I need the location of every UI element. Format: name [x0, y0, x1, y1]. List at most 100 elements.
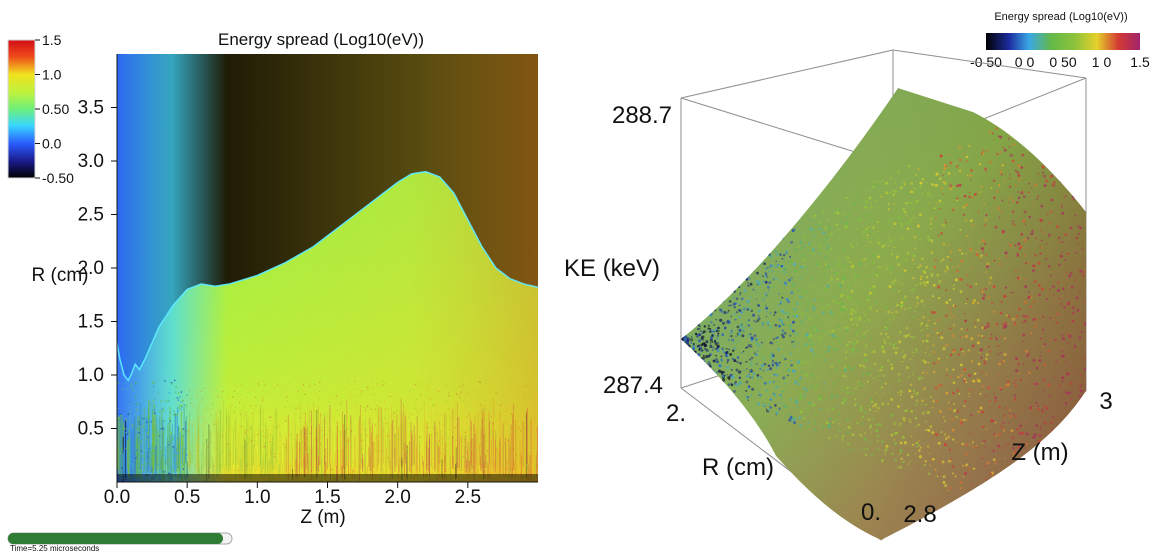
- surface-point: [1015, 315, 1019, 319]
- surface-point: [909, 289, 912, 292]
- heatmap-dot: [141, 464, 144, 467]
- surface-point: [697, 356, 700, 359]
- heatmap-dot: [253, 458, 255, 460]
- surface-point: [1071, 306, 1075, 310]
- surface-point: [715, 318, 717, 321]
- surface-point: [726, 361, 729, 364]
- surface-point: [816, 293, 819, 296]
- surface-point: [984, 218, 988, 221]
- surface-point: [952, 186, 955, 188]
- surface-point: [758, 248, 762, 252]
- surface-point: [703, 300, 706, 303]
- heatmap-dot: [481, 462, 483, 464]
- surface-point: [747, 265, 751, 269]
- surface-point: [764, 267, 767, 270]
- heatmap-dot: [508, 439, 510, 442]
- heatmap-dot: [480, 444, 482, 446]
- surface-point: [793, 345, 796, 348]
- heatmap-dot: [372, 387, 374, 389]
- surface-point: [1062, 354, 1066, 358]
- surface-point: [919, 185, 922, 189]
- heatmap-dot: [318, 413, 320, 415]
- surface-point: [931, 275, 934, 278]
- surface-point: [884, 305, 888, 309]
- surface-point: [1014, 321, 1017, 324]
- surface-point: [819, 227, 823, 231]
- surface-point: [700, 308, 704, 311]
- surface-point: [894, 441, 898, 445]
- surface-point: [904, 201, 908, 205]
- surface-point: [733, 287, 736, 290]
- surface-point: [1043, 473, 1046, 477]
- heatmap-dot: [393, 434, 395, 436]
- heatmap-dot: [370, 454, 372, 456]
- surface-point: [1052, 285, 1055, 288]
- surface-point: [747, 385, 751, 388]
- surface-point: [688, 328, 691, 331]
- heatmap-dot: [411, 431, 413, 433]
- surface-point: [747, 319, 751, 322]
- heatmap-dot: [327, 429, 329, 431]
- surface-point: [954, 206, 957, 209]
- heatmap-dot: [117, 381, 120, 384]
- heatmap-dot: [401, 458, 403, 461]
- surface-point: [850, 383, 853, 385]
- surface-point: [771, 270, 774, 273]
- heatmap-dot: [236, 385, 238, 387]
- heatmap-dot: [376, 460, 378, 462]
- heatmap-dot: [198, 437, 200, 439]
- heatmap-dot: [130, 387, 133, 389]
- heatmap-dot: [374, 424, 377, 426]
- surface-point: [775, 359, 778, 361]
- surface-point: [1009, 243, 1013, 247]
- surface-point: [886, 266, 889, 268]
- surface-point: [1006, 442, 1009, 445]
- surface-point: [735, 383, 739, 387]
- heatmap-dot: [264, 445, 266, 448]
- surface-point: [817, 336, 821, 340]
- heatmap-dot: [389, 442, 392, 444]
- surface-point: [1002, 323, 1005, 326]
- surface-point: [848, 449, 851, 452]
- heatmap-dot: [378, 404, 380, 406]
- heatmap-dot: [152, 385, 155, 388]
- heatmap-dot: [171, 438, 174, 440]
- heatmap-dot: [464, 431, 466, 434]
- surface-point: [903, 210, 907, 214]
- surface-point: [914, 247, 917, 250]
- surface-point: [951, 334, 955, 338]
- surface-point: [699, 325, 701, 328]
- heatmap-dot: [348, 428, 350, 430]
- surface-point: [892, 347, 896, 350]
- surface-point: [870, 431, 873, 433]
- heatmap-dot: [267, 459, 269, 462]
- heatmap-dot: [207, 455, 209, 457]
- surface-point: [741, 351, 743, 354]
- surface-point: [907, 164, 911, 168]
- heatmap-dot: [466, 446, 468, 448]
- surface-point: [1019, 277, 1022, 280]
- surface-point: [1083, 491, 1086, 494]
- surface-point: [750, 266, 754, 270]
- heatmap-dot: [348, 397, 350, 399]
- surface-point: [783, 416, 786, 419]
- surface-point: [965, 203, 969, 207]
- surface-point: [1068, 373, 1071, 376]
- surface-point: [829, 310, 833, 314]
- heatmap-dot: [318, 390, 320, 393]
- surface-point: [696, 322, 700, 326]
- surface-point: [703, 325, 707, 328]
- surface-point: [864, 264, 867, 267]
- heatmap-dot: [270, 420, 272, 422]
- surface-point: [749, 296, 752, 299]
- heatmap-dot: [322, 421, 324, 423]
- surface-point: [1027, 352, 1030, 355]
- surface-point: [1059, 240, 1061, 243]
- surface-point: [769, 281, 772, 284]
- surface-point: [1015, 357, 1018, 360]
- surface-point: [929, 425, 933, 428]
- surface-point: [735, 311, 738, 314]
- r-bottom-label: 0.: [861, 499, 881, 526]
- surface-point: [1043, 404, 1046, 408]
- surface-point: [946, 267, 950, 271]
